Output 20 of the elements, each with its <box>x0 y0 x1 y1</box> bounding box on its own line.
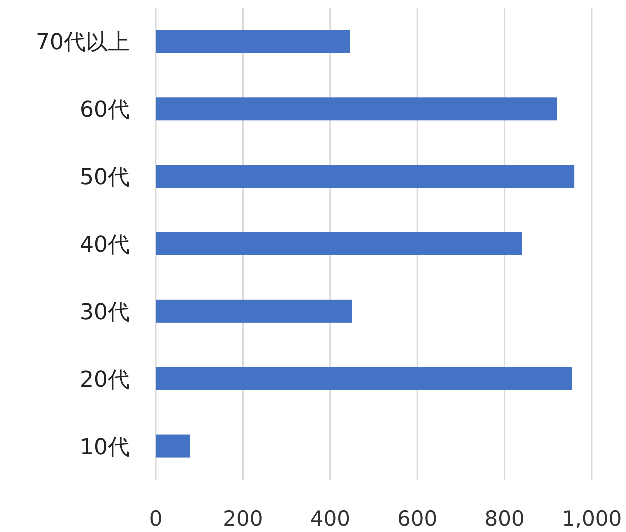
bar <box>156 300 352 323</box>
bar <box>156 232 522 256</box>
y-tick-label: 10代 <box>80 435 130 460</box>
y-tick-label: 70代以上 <box>36 30 130 56</box>
x-tick-label: 0 <box>149 507 163 531</box>
x-tick-label: 200 <box>223 507 264 531</box>
y-tick-label: 50代 <box>80 166 130 191</box>
bar <box>156 434 190 458</box>
y-tick-label: 30代 <box>80 300 130 326</box>
y-tick-label: 20代 <box>80 368 130 393</box>
bar <box>156 165 575 188</box>
bar <box>156 30 350 54</box>
bar <box>156 98 558 121</box>
x-tick-label: 800 <box>484 507 525 531</box>
y-tick-label: 40代 <box>80 233 130 258</box>
x-tick-label: 1,000 <box>562 507 622 531</box>
y-tick-label: 60代 <box>80 98 130 124</box>
bar <box>156 367 572 390</box>
x-tick-label: 600 <box>398 507 438 531</box>
x-tick-label: 400 <box>310 507 350 531</box>
